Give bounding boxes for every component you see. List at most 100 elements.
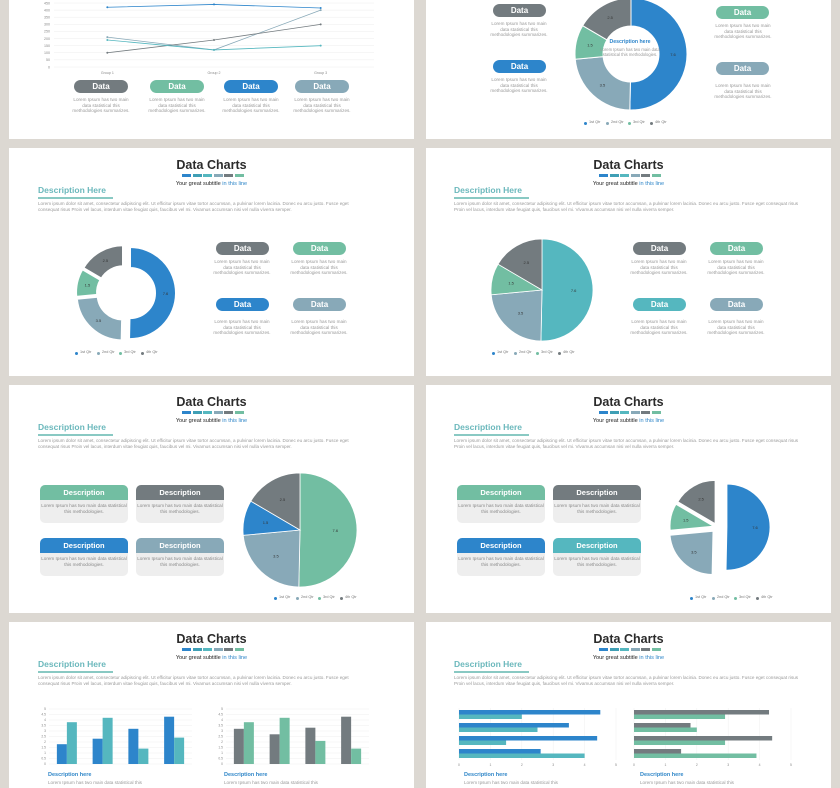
column-bar bbox=[279, 717, 290, 764]
body-text: Lorem ipsum dolor sit amet, consectetur … bbox=[38, 201, 349, 212]
legend-label: 3rd Qtr bbox=[124, 350, 136, 354]
legend-label: 4th Qtr bbox=[563, 350, 575, 354]
title-bar-segment bbox=[234, 411, 244, 414]
title-bar-segment bbox=[630, 648, 640, 651]
title-bar-segment bbox=[182, 174, 191, 177]
slide-horizontal-bars[interactable]: Data Charts Your great subtitle in this … bbox=[426, 622, 831, 788]
description-heading: Description Here bbox=[454, 185, 523, 195]
pie-slice-1 bbox=[298, 472, 358, 588]
chart-caption-left: Description here bbox=[464, 772, 508, 778]
slide-subtitle: Your great subtitle in this line bbox=[175, 418, 248, 424]
horizontal-bar bbox=[634, 736, 773, 741]
pie-slice-2 bbox=[490, 289, 543, 342]
description-card-2: Description Lorem Ipsum has two main data… bbox=[136, 485, 224, 523]
slide-column-charts[interactable]: Data Charts Your great subtitle in this … bbox=[9, 622, 414, 788]
y-tick-label: 50 bbox=[46, 58, 50, 62]
description-heading: Description Here bbox=[38, 422, 107, 432]
data-pill-1: Data bbox=[493, 4, 546, 17]
data-pill-4: Data bbox=[295, 80, 349, 93]
title-bar-segment bbox=[182, 411, 191, 414]
y-tick-label: 1.5 bbox=[41, 746, 46, 750]
line-point bbox=[106, 6, 109, 9]
description-heading: Description Here bbox=[454, 659, 523, 669]
line-point bbox=[319, 6, 322, 9]
slide-subtitle: Your great subtitle in this line bbox=[592, 181, 665, 187]
horizontal-bar-chart-right: 0 1 2 3 4 5 bbox=[633, 708, 792, 767]
title-bar-segment bbox=[641, 648, 650, 651]
column-bar bbox=[341, 716, 352, 764]
legend-marker bbox=[756, 597, 759, 600]
heading-underline bbox=[454, 671, 529, 673]
legend-marker bbox=[690, 597, 693, 600]
data-pill-2: Data bbox=[150, 80, 204, 93]
pie-data-label: 3.5 bbox=[96, 318, 102, 323]
line-point bbox=[319, 44, 322, 47]
pie-data-label: 3.5 bbox=[691, 549, 697, 554]
chart-legend: 1st Qtr 2nd Qtr 3rd Qtr 4th Qtr bbox=[274, 595, 374, 603]
x-tick-label: Group 3 bbox=[314, 71, 327, 75]
slide-title: Data Charts bbox=[176, 632, 247, 646]
title-bar-segment bbox=[182, 648, 191, 651]
column-bar bbox=[243, 722, 254, 764]
donut-chart: 7.6 3.5 1.5 2.5 bbox=[574, 0, 688, 111]
pill-text-4: Lorem Ipsum has two main data statistica… bbox=[707, 319, 765, 336]
y-tick-label: 400 bbox=[44, 8, 50, 12]
y-tick-label: 5 bbox=[221, 707, 223, 711]
y-tick-label: 3 bbox=[221, 729, 223, 733]
chart-legend: 1st Qtr 2nd Qtr 3rd Qtr 4th Qtr bbox=[492, 350, 592, 358]
pie-data-label: 7.6 bbox=[670, 52, 676, 57]
legend-label: 3rd Qtr bbox=[323, 595, 335, 599]
horizontal-bar bbox=[459, 736, 598, 741]
pie-slice-4 bbox=[677, 480, 716, 525]
line-point bbox=[106, 51, 109, 54]
heading-underline bbox=[38, 197, 113, 199]
data-pill-1: Data bbox=[74, 80, 128, 93]
pill-text-1: Lorem Ipsum has two main data statistica… bbox=[490, 21, 548, 38]
title-bar-segment bbox=[641, 174, 650, 177]
slide-pie-cards[interactable]: Data Charts Your great subtitle in this … bbox=[9, 385, 414, 613]
pill-text-2: Lorem Ipsum has two main data statistica… bbox=[707, 259, 765, 276]
title-bar-segment bbox=[651, 648, 661, 651]
title-bar-segment bbox=[192, 174, 202, 177]
pill-text-2: Lorem Ipsum has two main data statistica… bbox=[148, 97, 206, 114]
slide-subtitle: Your great subtitle in this line bbox=[592, 655, 665, 661]
pill-text-4: Lorem Ipsum has two main data statistica… bbox=[290, 319, 348, 336]
slide-exploded-pie[interactable]: Data Charts Your great subtitle in this … bbox=[426, 385, 831, 613]
data-pill-1: Data bbox=[633, 242, 686, 255]
chart-caption-right: Description here bbox=[640, 772, 684, 778]
slide-title: Data Charts bbox=[176, 395, 247, 409]
pie-data-label: 1.5 bbox=[587, 42, 593, 47]
title-bar-segment bbox=[651, 411, 661, 414]
body-text: Lorem ipsum dolor sit amet, consectetur … bbox=[38, 675, 349, 686]
slide-big-donut[interactable]: Data Lorem Ipsum has two main data stati… bbox=[426, 0, 831, 139]
chart-caption-left-text: Lorem Ipsum has two main data statistica… bbox=[48, 780, 142, 785]
column-bar bbox=[315, 740, 326, 764]
slide-pie-chart[interactable]: Data Charts Your great subtitle in this … bbox=[426, 148, 831, 376]
description-card-3: Description Lorem Ipsum has two main data… bbox=[457, 538, 545, 576]
column-bar bbox=[164, 716, 175, 764]
body-text: Lorem ipsum dolor sit amet, consectetur … bbox=[38, 438, 349, 449]
legend-label: 1st Qtr bbox=[695, 595, 707, 599]
chart-legend: 1st Qtr 2nd Qtr 3rd Qtr 4th Qtr bbox=[690, 595, 790, 603]
title-bar-segment bbox=[599, 648, 608, 651]
y-tick-label: 1 bbox=[221, 751, 223, 755]
pie-slice-3 bbox=[669, 503, 715, 531]
horizontal-bar bbox=[459, 723, 569, 728]
title-bar-segment bbox=[203, 648, 212, 651]
column-bar bbox=[174, 737, 185, 764]
slide-split-donut[interactable]: Data Charts Your great subtitle in this … bbox=[9, 148, 414, 376]
column-bar bbox=[56, 744, 67, 764]
slide-title: Data Charts bbox=[176, 158, 247, 172]
x-tick-label: 4 bbox=[759, 763, 761, 767]
y-tick-label: 2 bbox=[221, 740, 223, 744]
y-tick-label: 100 bbox=[44, 51, 50, 55]
slide-line-chart[interactable]: 0 50 100 150 200 250 300 350 400 450 Group 1 Group … bbox=[9, 0, 414, 139]
y-tick-label: 0 bbox=[44, 762, 46, 766]
line-point bbox=[106, 38, 109, 41]
pie-slice-4 bbox=[81, 244, 125, 280]
legend-label: 2nd Qtr bbox=[519, 350, 532, 354]
body-text: Lorem ipsum dolor sit amet, consectetur … bbox=[454, 675, 799, 686]
pill-text-4: Lorem Ipsum has two main data statistica… bbox=[293, 97, 351, 114]
legend-marker bbox=[584, 122, 587, 125]
slide-title: Data Charts bbox=[593, 395, 664, 409]
